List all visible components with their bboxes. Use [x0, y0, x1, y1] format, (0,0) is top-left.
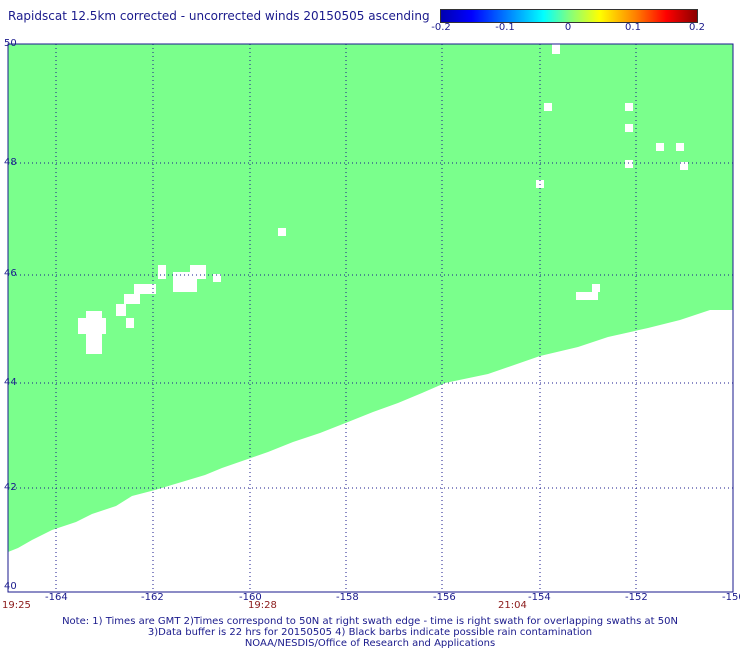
lon-label: -152 — [625, 592, 648, 603]
swath-area — [8, 44, 733, 552]
colorbar-tick: 0.2 — [689, 22, 705, 33]
colorbar-tick: 0 — [564, 22, 572, 33]
colorbar-tick: -0.1 — [495, 22, 515, 33]
missing-data-cell — [213, 274, 221, 282]
lat-label: 48 — [4, 157, 17, 168]
missing-data-cell — [86, 334, 102, 354]
missing-data-cell — [592, 284, 600, 292]
lon-label: -158 — [336, 592, 359, 603]
missing-data-cell — [625, 103, 633, 111]
lon-label: -154 — [528, 592, 551, 603]
missing-data-cell — [86, 311, 102, 319]
lat-label: 42 — [4, 482, 17, 493]
lat-label: 46 — [4, 268, 17, 279]
missing-data-cell — [158, 265, 166, 279]
missing-data-cell — [552, 44, 560, 54]
lon-label: -162 — [141, 592, 164, 603]
lat-label: 44 — [4, 377, 17, 388]
missing-data-cell — [116, 304, 126, 316]
missing-data-cell — [544, 103, 552, 111]
lon-label: -160 — [239, 592, 262, 603]
map-title: Rapidscat 12.5km corrected - uncorrected… — [8, 9, 430, 23]
note-line-1: Note: 1) Times are GMT 2)Times correspon… — [62, 616, 678, 627]
missing-data-cell — [625, 160, 633, 168]
swath-coverage — [8, 44, 733, 552]
missing-data-cell — [676, 143, 684, 151]
colorbar-tick: -0.2 — [431, 22, 451, 33]
lon-label: -156 — [433, 592, 456, 603]
time-label: 21:04 — [498, 600, 527, 611]
time-label: 19:25 — [2, 600, 31, 611]
colorbar — [440, 9, 698, 23]
colorbar-tick: 0.1 — [625, 22, 641, 33]
missing-data-cell — [680, 162, 688, 170]
missing-data-cell — [625, 124, 633, 132]
missing-data-cell — [656, 143, 664, 151]
missing-data-cell — [126, 318, 134, 328]
map-frame — [7, 43, 734, 593]
lat-label: 40 — [4, 581, 17, 592]
lat-label: 50 — [4, 38, 17, 49]
missing-data-cell — [124, 294, 140, 304]
missing-data-cell — [173, 272, 197, 292]
time-label: 19:28 — [248, 600, 277, 611]
note-line-3: NOAA/NESDIS/Office of Research and Appli… — [244, 638, 496, 649]
data-gaps — [78, 44, 688, 354]
note-line-2: 3)Data buffer is 22 hrs for 20150505 4) … — [147, 627, 593, 638]
missing-data-cell — [576, 292, 598, 300]
missing-data-cell — [134, 284, 156, 294]
missing-data-cell — [278, 228, 286, 236]
lat-lon-grid — [8, 44, 733, 592]
lon-label: -150 — [722, 592, 740, 603]
missing-data-cell — [78, 318, 106, 334]
lon-label: -164 — [45, 592, 68, 603]
